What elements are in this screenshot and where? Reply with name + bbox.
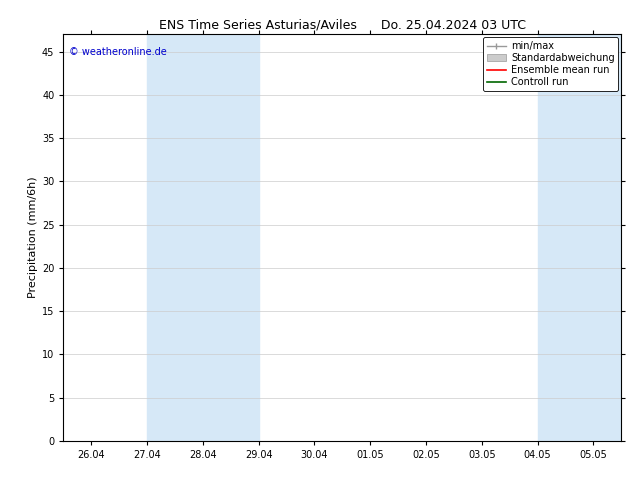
Text: © weatheronline.de: © weatheronline.de	[69, 47, 167, 56]
Bar	[147, 34, 259, 441]
Y-axis label: Precipitation (mm/6h): Precipitation (mm/6h)	[28, 177, 37, 298]
Bar	[538, 34, 621, 441]
Legend: min/max, Standardabweichung, Ensemble mean run, Controll run: min/max, Standardabweichung, Ensemble me…	[482, 37, 618, 91]
Title: ENS Time Series Asturias/Aviles      Do. 25.04.2024 03 UTC: ENS Time Series Asturias/Aviles Do. 25.0…	[159, 19, 526, 32]
